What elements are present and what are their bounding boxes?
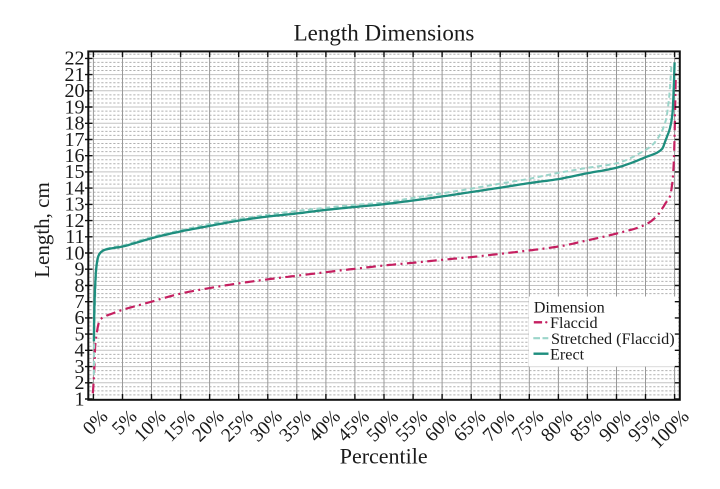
svg-text:Flaccid: Flaccid [550, 314, 598, 332]
svg-text:1: 1 [75, 388, 85, 410]
svg-text:8: 8 [75, 275, 85, 297]
svg-text:3: 3 [75, 356, 85, 378]
svg-text:Dimension: Dimension [534, 299, 605, 317]
svg-text:5: 5 [75, 323, 85, 345]
svg-text:Length, cm: Length, cm [30, 182, 54, 278]
svg-text:6: 6 [75, 307, 85, 329]
svg-text:18: 18 [65, 113, 85, 135]
svg-text:15: 15 [65, 161, 85, 183]
svg-text:10: 10 [65, 242, 85, 264]
svg-text:Erect: Erect [550, 346, 585, 364]
svg-text:14: 14 [65, 177, 85, 199]
svg-text:11: 11 [65, 226, 84, 248]
svg-text:9: 9 [75, 259, 85, 281]
svg-text:Stretched (Flaccid): Stretched (Flaccid) [551, 330, 675, 348]
svg-text:7: 7 [75, 291, 85, 313]
svg-text:Percentile: Percentile [340, 444, 428, 469]
svg-text:2: 2 [75, 372, 85, 394]
svg-text:22: 22 [65, 48, 85, 70]
svg-text:4: 4 [75, 340, 85, 362]
svg-text:16: 16 [65, 145, 85, 167]
svg-text:21: 21 [65, 64, 85, 86]
svg-text:12: 12 [65, 210, 85, 232]
svg-text:19: 19 [65, 96, 85, 118]
svg-text:20: 20 [65, 80, 85, 102]
svg-text:Length Dimensions: Length Dimensions [294, 20, 475, 45]
svg-text:13: 13 [65, 194, 85, 216]
svg-text:17: 17 [65, 129, 85, 151]
